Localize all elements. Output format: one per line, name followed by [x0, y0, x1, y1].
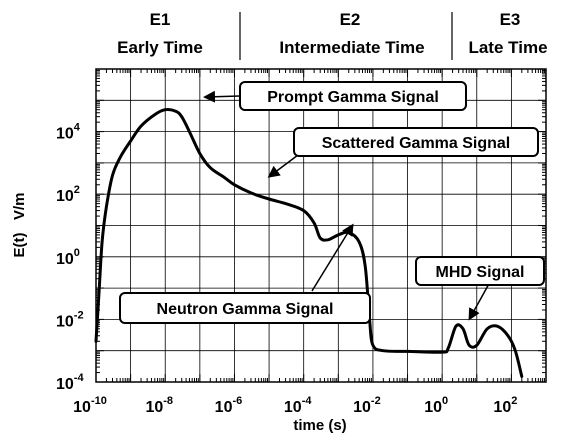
- neutron-gamma-arrow: [311, 223, 354, 292]
- mhd-arrow: [468, 281, 491, 321]
- y-tick-label: 102: [56, 184, 80, 205]
- mhd-label: MHD Signal: [436, 264, 525, 281]
- x-tick-label: 102: [493, 395, 517, 416]
- region-e2-id: E2: [340, 10, 361, 29]
- region-e1-name: Early Time: [117, 38, 203, 57]
- x-tick-label: 100: [424, 395, 448, 416]
- prompt-gamma-arrow: [203, 90, 241, 103]
- x-tick-label: 10-6: [215, 395, 243, 416]
- y-tick-label: 10-2: [56, 309, 84, 330]
- x-tick-label: 10-10: [73, 395, 107, 416]
- mhd-box: [415, 256, 545, 286]
- scattered-gamma-label: Scattered Gamma Signal: [322, 135, 511, 152]
- x-tick-label: 10-4: [284, 395, 312, 416]
- x-tick-label: 10-8: [145, 395, 173, 416]
- scattered-gamma-box: [293, 127, 539, 157]
- plot-frame: [95, 68, 547, 383]
- neutron-gamma-label: Neutron Gamma Signal: [157, 301, 334, 318]
- region-e1-id: E1: [150, 10, 171, 29]
- y-tick-labels: 10-4 10-2 100 102 104: [56, 122, 84, 393]
- region-e3-id: E3: [500, 10, 521, 29]
- x-tick-labels: 10-10 10-8 10-6 10-4 10-2 100 102: [73, 395, 517, 416]
- y-tick-label: 104: [56, 122, 81, 143]
- y-tick-label: 100: [56, 247, 80, 268]
- x-axis-label: time (s): [293, 417, 346, 434]
- region-e3-name: Late Time: [468, 38, 547, 57]
- y-tick-label: 10-4: [56, 372, 84, 393]
- prompt-gamma-label: Prompt Gamma Signal: [267, 89, 439, 106]
- prompt-gamma-box: [239, 81, 467, 111]
- series-line: [94, 108, 524, 378]
- neutron-gamma-box: [119, 292, 371, 324]
- y-axis-label: E(t) V/m: [11, 192, 28, 257]
- grid: [96, 69, 546, 382]
- region-e2-name: Intermediate Time: [279, 38, 424, 57]
- x-tick-label: 10-2: [353, 395, 381, 416]
